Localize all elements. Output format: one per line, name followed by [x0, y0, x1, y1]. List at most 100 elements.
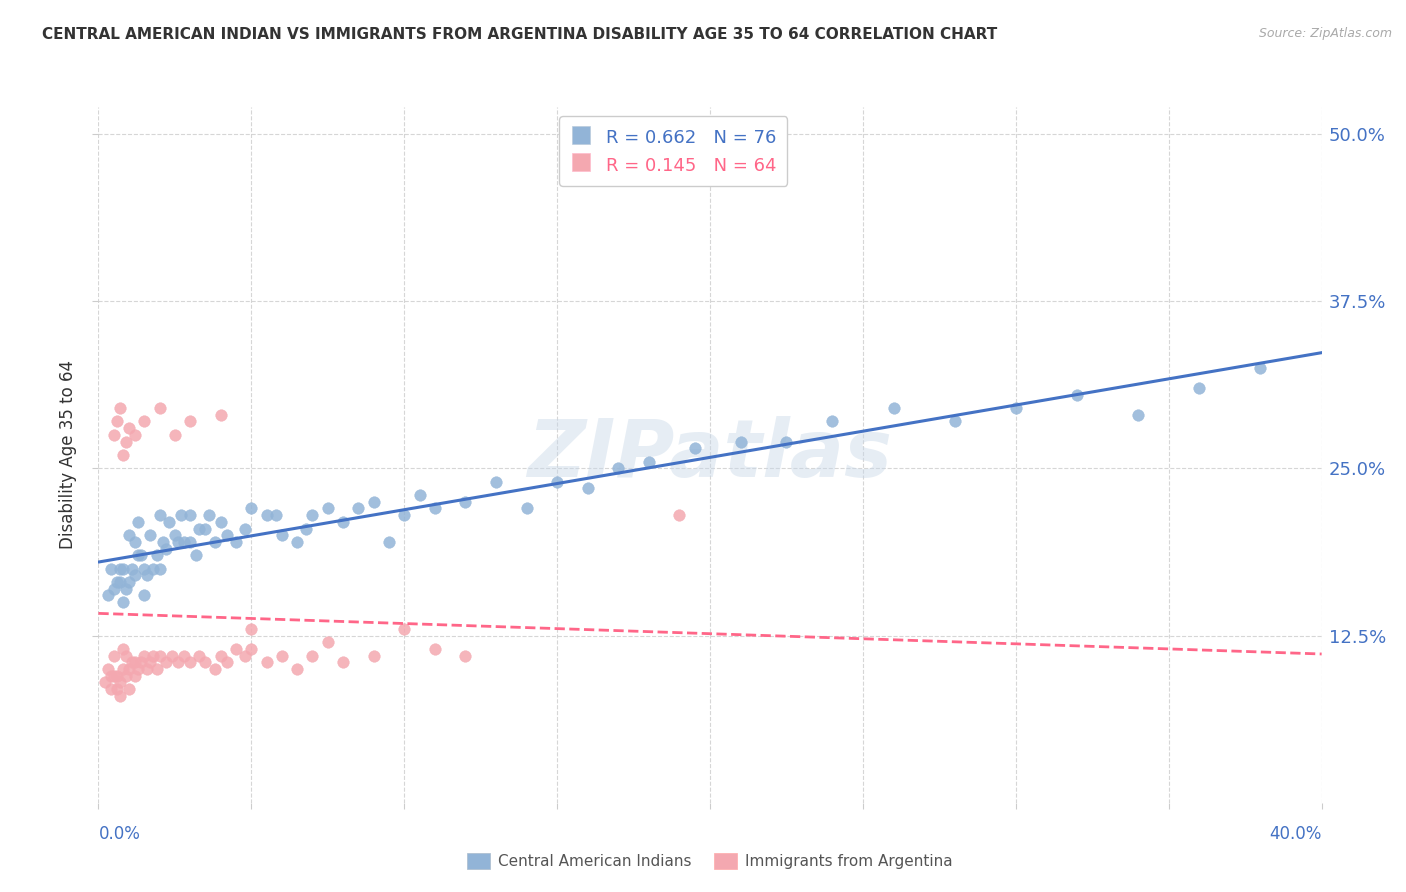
Point [316, 501, 339, 516]
Point [270, 528, 292, 542]
Point [105, 681, 128, 696]
Point [179, 655, 201, 669]
Point [423, 642, 446, 657]
Point [1249, 361, 1271, 376]
Point [157, 515, 180, 529]
Point [215, 528, 238, 542]
Point [97, 589, 120, 603]
Point [173, 648, 195, 663]
Point [124, 568, 146, 582]
Point [139, 528, 162, 542]
Point [209, 515, 232, 529]
Point [134, 415, 156, 429]
Point [118, 681, 141, 696]
Point [363, 648, 385, 663]
Point [188, 648, 211, 663]
Point [149, 648, 172, 663]
Point [115, 669, 138, 683]
Point [173, 535, 195, 549]
Point [1188, 381, 1211, 395]
Point [233, 648, 256, 663]
Point [316, 635, 339, 649]
Point [240, 642, 263, 657]
Point [149, 562, 172, 576]
Point [392, 508, 416, 523]
Point [240, 622, 263, 636]
Text: 40.0%: 40.0% [1270, 825, 1322, 843]
Point [111, 448, 134, 462]
Point [423, 501, 446, 516]
Point [167, 655, 190, 669]
Point [1066, 388, 1088, 402]
Point [775, 434, 797, 449]
Point [136, 568, 159, 582]
Point [134, 589, 156, 603]
Y-axis label: Disability Age 35 to 64: Disability Age 35 to 64 [59, 360, 77, 549]
Point [194, 655, 217, 669]
Point [332, 515, 354, 529]
Point [285, 535, 308, 549]
Point [111, 562, 134, 576]
Point [264, 508, 287, 523]
Point [197, 508, 219, 523]
Point [378, 535, 401, 549]
Point [163, 528, 186, 542]
Point [100, 562, 122, 576]
Point [1004, 401, 1026, 416]
Text: CENTRAL AMERICAN INDIAN VS IMMIGRANTS FROM ARGENTINA DISABILITY AGE 35 TO 64 COR: CENTRAL AMERICAN INDIAN VS IMMIGRANTS FR… [42, 27, 997, 42]
Point [730, 434, 752, 449]
Point [103, 582, 125, 596]
Point [108, 675, 131, 690]
Point [943, 415, 966, 429]
Point [105, 415, 128, 429]
Point [103, 428, 125, 442]
Point [118, 421, 141, 435]
Point [100, 681, 122, 696]
Point [188, 521, 211, 535]
Point [204, 535, 226, 549]
Point [134, 648, 156, 663]
Point [142, 562, 165, 576]
Point [454, 648, 477, 663]
Point [179, 415, 201, 429]
Point [546, 475, 568, 489]
Point [93, 675, 115, 690]
Point [105, 575, 128, 590]
Point [136, 662, 159, 676]
Point [118, 575, 141, 590]
Point [170, 508, 193, 523]
Point [105, 669, 128, 683]
Point [111, 595, 134, 609]
Point [1128, 408, 1150, 422]
Point [139, 655, 162, 669]
Point [111, 642, 134, 657]
Point [204, 662, 226, 676]
Point [209, 648, 232, 663]
Point [285, 662, 308, 676]
Point [129, 548, 152, 563]
Point [821, 415, 844, 429]
Point [100, 669, 122, 683]
Point [256, 655, 278, 669]
Point [145, 662, 167, 676]
Point [142, 648, 165, 663]
Point [179, 535, 201, 549]
Point [256, 508, 278, 523]
Point [408, 488, 430, 502]
Point [668, 508, 690, 523]
Point [118, 662, 141, 676]
Point [576, 482, 599, 496]
Point [124, 428, 146, 442]
Point [225, 642, 247, 657]
Point [103, 669, 125, 683]
Point [516, 501, 538, 516]
Point [155, 655, 177, 669]
Point [124, 535, 146, 549]
Point [301, 508, 323, 523]
Point [883, 401, 905, 416]
Point [129, 655, 152, 669]
Text: Source: ZipAtlas.com: Source: ZipAtlas.com [1258, 27, 1392, 40]
Point [194, 521, 217, 535]
Text: 0.0%: 0.0% [98, 825, 141, 843]
Point [295, 521, 318, 535]
